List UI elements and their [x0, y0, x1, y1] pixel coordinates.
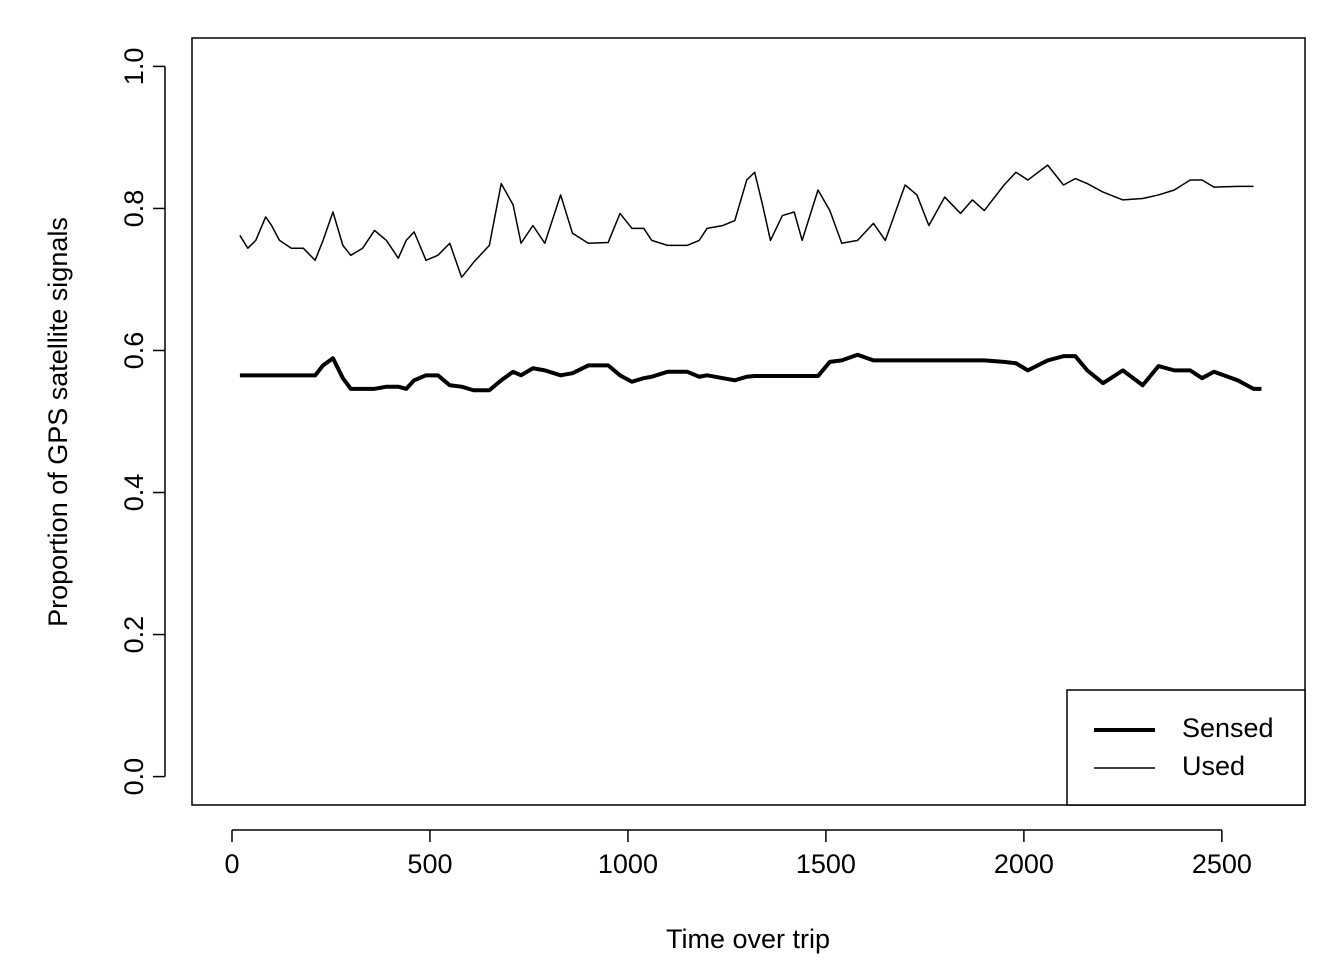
x-tick-label: 0	[224, 849, 239, 879]
x-axis-label: Time over trip	[666, 924, 830, 954]
y-axis-label: Proportion of GPS satellite signals	[43, 217, 73, 627]
y-tick-label: 0.8	[119, 190, 149, 228]
plot-box	[191, 37, 1306, 806]
series-line	[239, 164, 1254, 279]
y-tick-label: 0.2	[119, 616, 149, 654]
legend-label: Used	[1182, 751, 1245, 781]
x-tick-label: 2000	[994, 849, 1054, 879]
x-tick-label: 1000	[598, 849, 658, 879]
x-tick-label: 500	[407, 849, 452, 879]
y-tick-label: 0.6	[119, 332, 149, 370]
y-tick-label: 1.0	[119, 48, 149, 86]
y-tick-label: 0.4	[119, 474, 149, 512]
x-tick-label: 2500	[1192, 849, 1252, 879]
legend-label: Sensed	[1182, 713, 1274, 743]
y-tick-label: 0.0	[119, 758, 149, 796]
series-line	[239, 352, 1262, 393]
x-tick-label: 1500	[796, 849, 856, 879]
legend-box	[1066, 689, 1306, 806]
